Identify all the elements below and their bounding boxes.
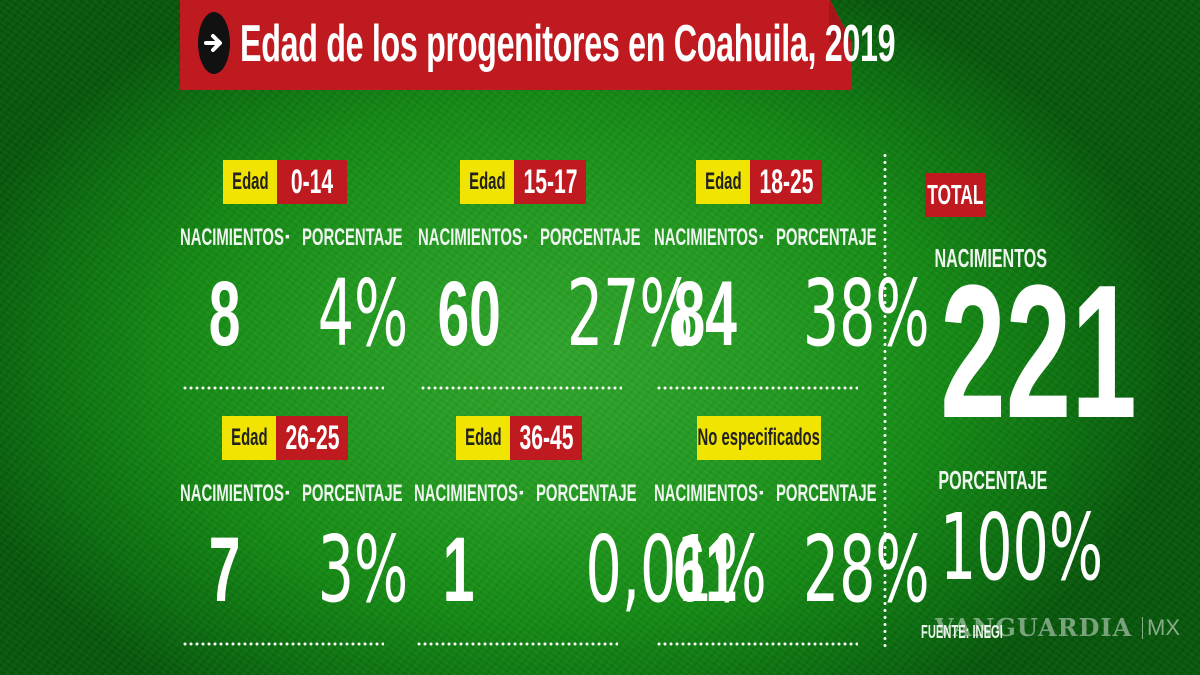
- births-value: 7: [209, 519, 241, 621]
- percentage-value: 27%: [566, 260, 694, 367]
- age-tag-range: 26-25: [276, 416, 348, 460]
- age-tag-label: Edad: [460, 160, 514, 204]
- age-tag-label: Edad: [456, 416, 510, 460]
- dotted-divider: [656, 386, 858, 390]
- age-tag-label: No especificados: [697, 416, 821, 460]
- age-tag: Edad 15-17: [460, 160, 586, 204]
- percentage-value: 4%: [317, 260, 409, 367]
- column-labels: NACIMIENTOS · PORCENTAJE: [180, 224, 403, 254]
- source-note: FUENTE: INEGI: [921, 622, 1003, 642]
- age-tag-label: Edad: [222, 416, 276, 460]
- separator-dot: ·: [522, 224, 530, 251]
- births-value: 84: [673, 263, 737, 365]
- percentage-label: PORCENTAJE: [776, 224, 877, 251]
- dotted-divider: [182, 642, 384, 646]
- percentage-value: 3%: [317, 516, 409, 623]
- age-group-card-15-17: Edad 15-17 NACIMIENTOS · PORCENTAJE 60 2…: [418, 160, 694, 390]
- dotted-divider: [182, 386, 384, 390]
- separator-dot: ·: [284, 480, 292, 507]
- column-labels: NACIMIENTOS · PORCENTAJE: [654, 224, 877, 254]
- births-label: NACIMIENTOS: [418, 224, 522, 251]
- age-group-card-26-25: Edad 26-25 NACIMIENTOS · PORCENTAJE 7 3%: [180, 416, 408, 646]
- total-percentage-label: PORCENTAJE: [938, 465, 1048, 495]
- column-labels: NACIMIENTOS · PORCENTAJE: [180, 480, 403, 510]
- column-labels: NACIMIENTOS · PORCENTAJE: [414, 480, 637, 510]
- births-label: NACIMIENTOS: [180, 480, 284, 507]
- percentage-label: PORCENTAJE: [540, 224, 641, 251]
- percentage-value: 38%: [802, 260, 930, 367]
- total-births-label: NACIMIENTOS: [934, 243, 1048, 273]
- age-group-card-0-14: Edad 0-14 NACIMIENTOS · PORCENTAJE 8 4%: [180, 160, 408, 390]
- percentage-value: 28%: [802, 516, 930, 623]
- total-births-value: 221: [940, 246, 1137, 458]
- age-tag: No especificados: [697, 416, 821, 460]
- dotted-divider: [656, 642, 858, 646]
- watermark-logo: VANGUARDIA: [935, 613, 1133, 642]
- title-banner: [180, 0, 852, 90]
- age-tag-range: 15-17: [514, 160, 586, 204]
- age-group-card-18-25: Edad 18-25 NACIMIENTOS · PORCENTAJE 84 3…: [654, 160, 930, 390]
- age-tag-range: 36-45: [510, 416, 582, 460]
- page-title: Edad de los progenitores en Coahuila, 20…: [240, 14, 1200, 74]
- total-tag: TOTAL: [925, 173, 985, 217]
- column-labels: NACIMIENTOS · PORCENTAJE: [418, 224, 641, 254]
- percentage-label: PORCENTAJE: [776, 480, 877, 507]
- total-percentage-value: 100%: [939, 494, 1104, 601]
- age-tag-label: Edad: [223, 160, 277, 204]
- age-tag: Edad 18-25: [696, 160, 822, 204]
- separator-dot: ·: [758, 480, 766, 507]
- births-label: NACIMIENTOS: [654, 224, 758, 251]
- percentage-value: 0,01%: [585, 516, 767, 623]
- percentage-label: PORCENTAJE: [302, 224, 403, 251]
- separator-dot: ·: [758, 224, 766, 251]
- arrow-right-icon: [198, 12, 230, 74]
- births-value: 60: [437, 263, 501, 365]
- page-title-text: Edad de los progenitores en Coahuila, 20…: [240, 15, 896, 73]
- separator-dot: ·: [284, 224, 292, 251]
- age-group-card-36-45: Edad 36-45 NACIMIENTOS · PORCENTAJE 1 0,…: [414, 416, 767, 646]
- age-tag-range: 18-25: [750, 160, 822, 204]
- births-label: NACIMIENTOS: [180, 224, 284, 251]
- births-value: 61: [673, 519, 737, 621]
- births-value: 8: [209, 263, 241, 365]
- vertical-dotted-divider: [883, 152, 887, 647]
- age-tag: Edad 36-45: [456, 416, 582, 460]
- births-label: NACIMIENTOS: [654, 480, 758, 507]
- column-labels: NACIMIENTOS · PORCENTAJE: [654, 480, 877, 510]
- age-tag: Edad 26-25: [222, 416, 348, 460]
- age-tag-range: 0-14: [277, 160, 347, 204]
- separator-dot: ·: [518, 480, 526, 507]
- age-tag: Edad 0-14: [223, 160, 347, 204]
- age-tag-label: Edad: [696, 160, 750, 204]
- age-group-card-unspecified: No especificados NACIMIENTOS · PORCENTAJ…: [654, 416, 930, 646]
- births-label: NACIMIENTOS: [414, 480, 518, 507]
- percentage-label: PORCENTAJE: [536, 480, 637, 507]
- births-value: 1: [443, 519, 475, 621]
- dotted-divider: [416, 642, 618, 646]
- dotted-divider: [420, 386, 622, 390]
- watermark-suffix: MX: [1142, 617, 1180, 639]
- percentage-label: PORCENTAJE: [302, 480, 403, 507]
